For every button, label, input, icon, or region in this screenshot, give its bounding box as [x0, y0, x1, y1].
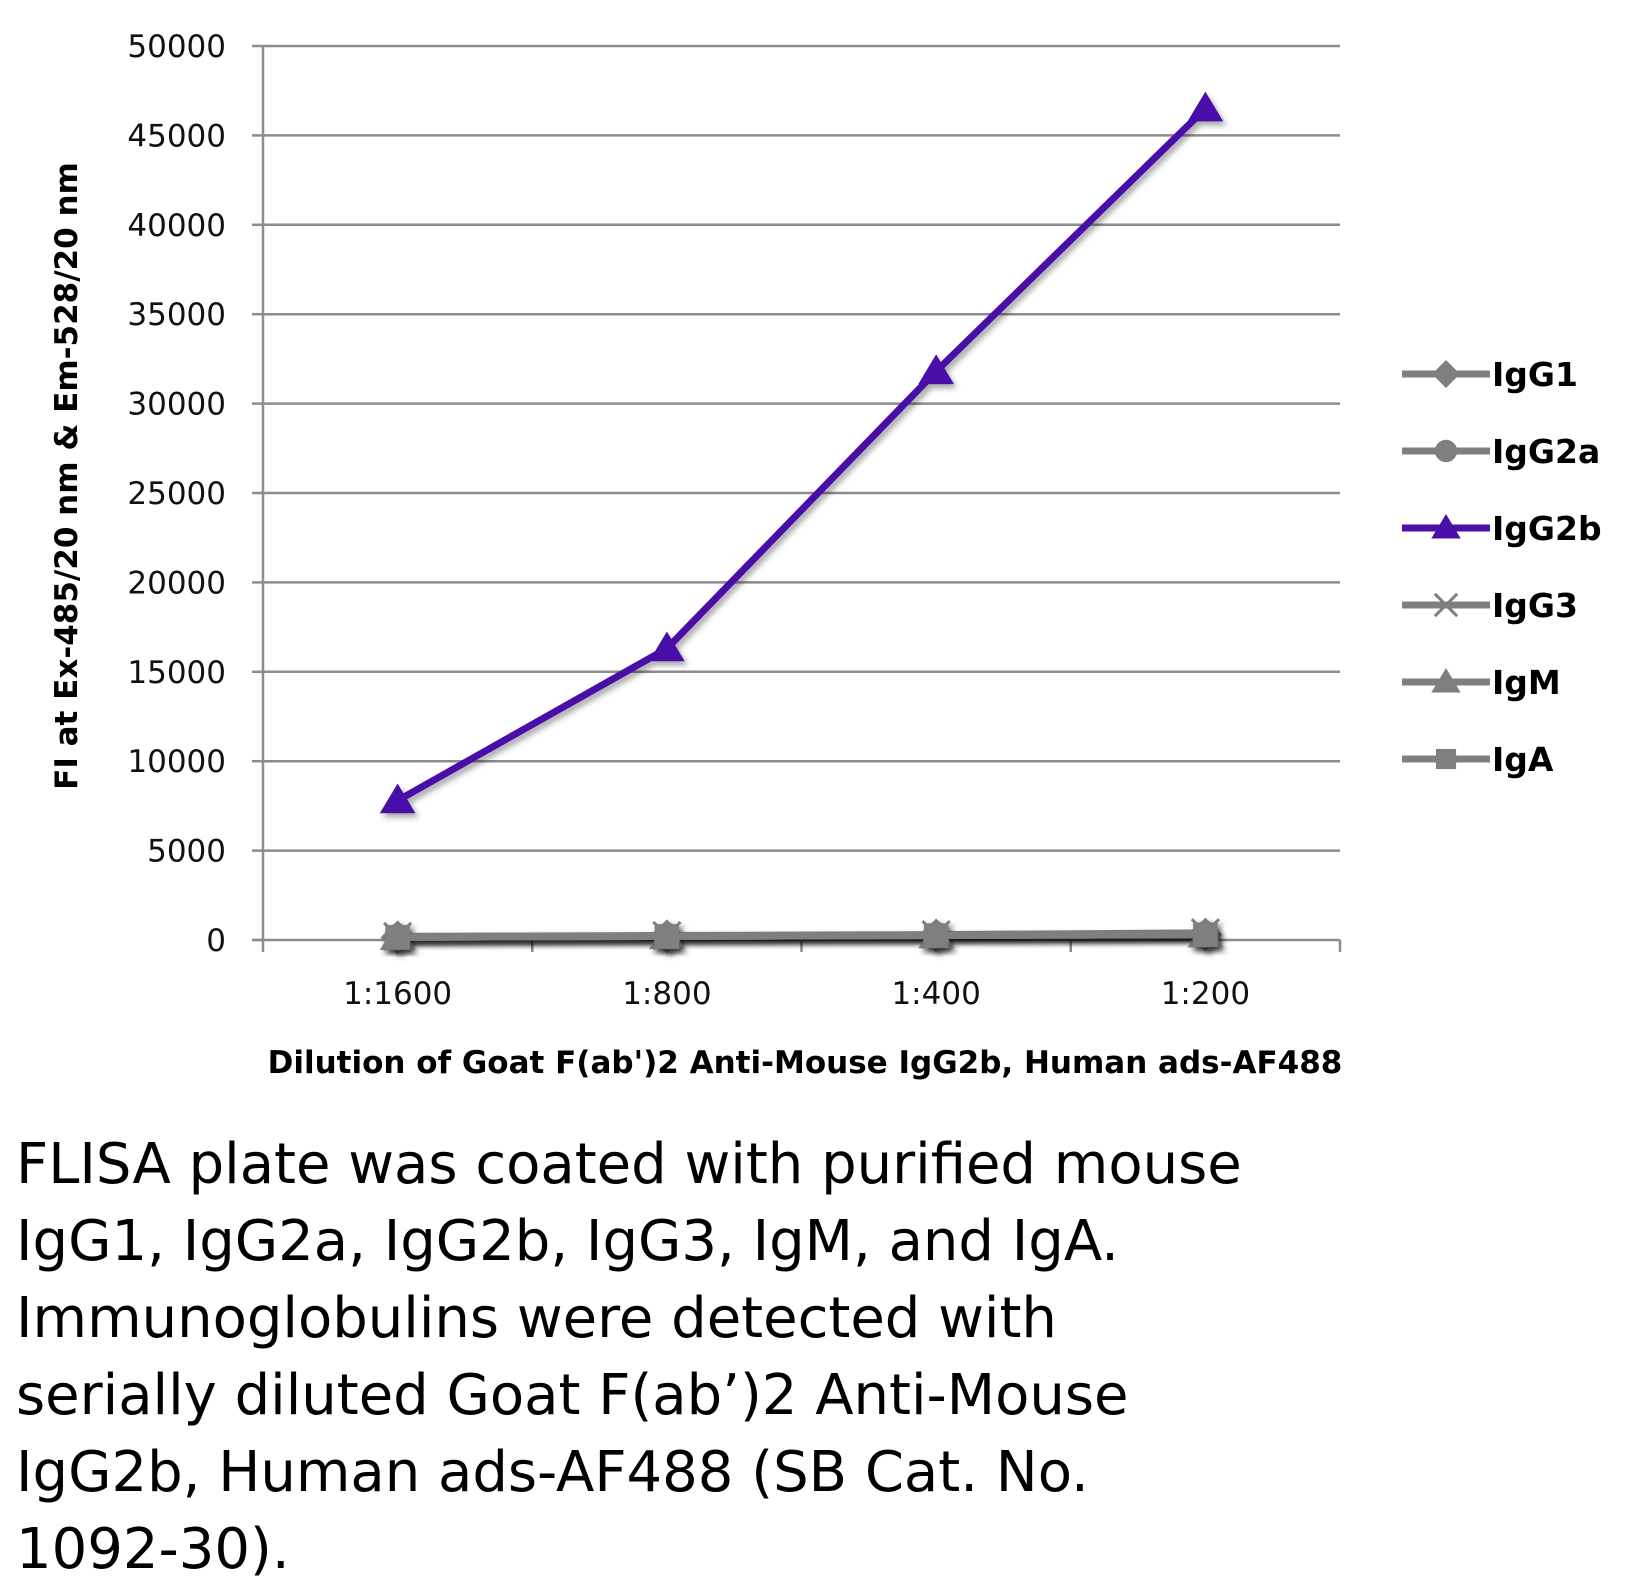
- data-point: [1431, 668, 1461, 693]
- y-tick-label: 0: [206, 923, 226, 959]
- data-point: [1435, 748, 1457, 770]
- y-tick-label: 50000: [127, 29, 226, 65]
- legend-item-igg3: IgG3: [1402, 586, 1578, 625]
- legend-item-igg2b: IgG2b: [1402, 509, 1602, 548]
- series-iga: [385, 922, 1218, 950]
- data-point: [923, 923, 949, 948]
- caption-line: IgG2b, Human ads-AF488 (SB Cat. No.: [16, 1440, 1089, 1505]
- series-igg2b: [379, 91, 1224, 814]
- data-point: [1433, 592, 1459, 618]
- legend-label: IgG2a: [1492, 432, 1600, 471]
- x-tick-label: 1:200: [1161, 976, 1250, 1012]
- legend-item-iga: IgA: [1402, 740, 1554, 779]
- data-point: [1187, 91, 1224, 122]
- caption-line: 1092-30).: [16, 1517, 290, 1582]
- legend-label: IgG1: [1492, 355, 1578, 394]
- series-line: [395, 106, 1208, 804]
- y-tick-label: 45000: [127, 118, 226, 154]
- axes: [252, 44, 1342, 952]
- legend-item-igm: IgM: [1402, 663, 1561, 702]
- data-point: [1193, 922, 1218, 947]
- series-lines: [379, 91, 1224, 955]
- data-point: [654, 924, 680, 949]
- legend-label: IgG3: [1492, 586, 1578, 625]
- caption-line: FLISA plate was coated with purified mou…: [16, 1132, 1242, 1197]
- y-tick-label: 20000: [127, 565, 226, 601]
- x-tick-labels: 1:1600 1:800 1:400 1:200: [343, 976, 1250, 1012]
- y-tick-labels: 0 5000 10000 15000 20000 25000 30000 35000 40000…: [127, 29, 226, 959]
- x-tick-label: 1:400: [891, 976, 980, 1012]
- data-point: [379, 783, 416, 814]
- legend-item-igg2a: IgG2a: [1402, 432, 1600, 471]
- data-point: [1434, 439, 1458, 463]
- y-tick-label: 5000: [147, 834, 226, 870]
- y-tick-label: 35000: [127, 297, 226, 333]
- x-tick-label: 1:800: [622, 976, 711, 1012]
- y-tick-label: 30000: [127, 387, 226, 423]
- marker-stroke: [1433, 592, 1459, 618]
- data-point: [649, 631, 685, 662]
- y-tick-label: 25000: [127, 476, 226, 512]
- y-tick-label: 15000: [127, 655, 226, 691]
- x-axis-title: Dilution of Goat F(ab')2 Anti-Mouse IgG2…: [268, 1045, 1343, 1081]
- caption-line: IgG1, IgG2a, IgG2b, IgG3, IgM, and IgA.: [16, 1209, 1119, 1274]
- chart-area: 0 5000 10000 15000 20000 25000 30000 35000 40000…: [49, 29, 1602, 1081]
- data-point: [1431, 514, 1461, 539]
- y-tick-label: 10000: [127, 744, 226, 780]
- legend-item-igg1: IgG1: [1402, 355, 1578, 394]
- gridlines: [263, 44, 1340, 852]
- data-point: [385, 925, 410, 950]
- y-axis-title: FI at Ex-485/20 nm & Em-528/20 nm: [49, 162, 85, 790]
- figure-caption: FLISA plate was coated with purified mou…: [16, 1126, 1616, 1588]
- data-point: [918, 354, 954, 385]
- caption-line: Immunoglobulins were detected with: [16, 1286, 1057, 1351]
- x-tick-label: 1:1600: [343, 976, 452, 1012]
- y-tick-label: 40000: [127, 208, 226, 244]
- legend-label: IgA: [1492, 740, 1554, 779]
- series-line: [397, 931, 1206, 941]
- legend-label: IgM: [1492, 663, 1561, 702]
- caption-line: serially diluted Goat F(ab’)2 Anti-Mouse: [16, 1363, 1129, 1428]
- legend: IgG1 IgG2a IgG2b IgG3 IgM IgA: [1402, 355, 1602, 779]
- data-point: [1432, 360, 1460, 388]
- legend-label: IgG2b: [1492, 509, 1602, 548]
